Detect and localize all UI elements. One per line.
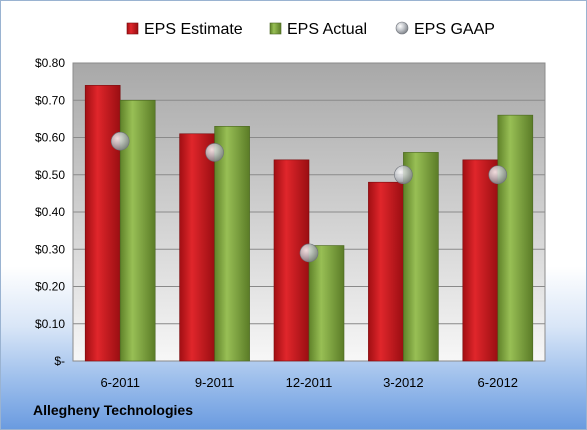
y-tick-label: $0.40	[35, 205, 65, 219]
y-axis-labels: $0.80 $0.70 $0.60 $0.50 $0.40 $0.30 $0.20 $0.10…	[35, 56, 65, 368]
company-name: Allegheny Technologies	[33, 402, 193, 418]
y-tick-label: $0.50	[35, 168, 65, 182]
bar-eps-actual	[403, 152, 439, 362]
y-tick-label: $0.70	[35, 93, 65, 107]
legend-label: EPS Actual	[287, 21, 367, 38]
x-tick-label: 6-2012	[478, 375, 518, 390]
marker-eps-gaap	[488, 165, 508, 185]
legend-swatch	[395, 21, 409, 35]
marker-eps-gaap	[110, 131, 130, 151]
y-tick-label: $0.20	[35, 280, 65, 294]
bars	[84, 85, 534, 362]
legend-swatch	[126, 22, 139, 35]
bar-eps-estimate	[84, 85, 121, 362]
bar-eps-estimate	[273, 159, 310, 362]
legend-swatch	[269, 22, 282, 35]
y-tick-label: $0.10	[35, 317, 65, 331]
y-tick-label: $0.30	[35, 242, 65, 256]
bar-eps-estimate	[462, 159, 499, 362]
marker-eps-gaap	[394, 165, 413, 185]
bar-eps-actual	[497, 114, 534, 362]
x-tick-label: 6-2011	[100, 375, 140, 390]
bar-eps-estimate	[368, 181, 404, 362]
x-tick-label: 3-2012	[383, 375, 423, 390]
marker-eps-gaap	[299, 243, 319, 263]
x-tick-label: 9-2011	[195, 375, 235, 390]
bar-eps-actual	[308, 245, 345, 362]
x-tick-label: 12-2011	[286, 375, 333, 390]
marker-eps-gaap	[205, 143, 224, 162]
legend-label: EPS Estimate	[144, 21, 243, 38]
y-tick-label: $0.80	[35, 56, 65, 70]
legend-label: EPS GAAP	[414, 21, 495, 38]
y-tick-label: $-	[54, 354, 65, 368]
bar-eps-estimate	[179, 133, 215, 362]
x-axis-labels: 6-2011 9-2011 12-2011 3-2012 6-2012	[100, 375, 518, 390]
chart-legend: EPS Estimate EPS Actual EPS GAAP	[126, 21, 495, 38]
y-tick-label: $0.60	[35, 131, 65, 145]
gaap-markers	[110, 131, 508, 263]
bar-eps-actual	[214, 126, 250, 362]
